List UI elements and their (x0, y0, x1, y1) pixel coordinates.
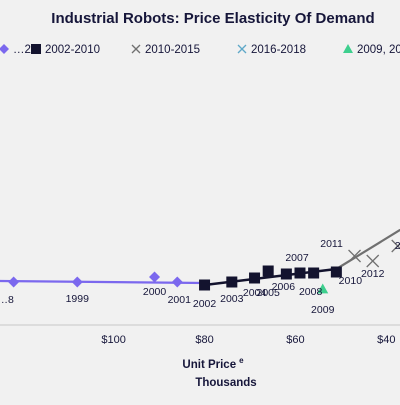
legend-label-3: 2016-2018 (251, 44, 306, 56)
legend-label-4: 2009, 2019 and 2020 (357, 44, 400, 56)
point-0-1 (71, 276, 83, 288)
point-1-6 (308, 267, 320, 279)
legend-marker-3 (237, 44, 247, 54)
point-1-4 (280, 268, 292, 280)
point-label-0-3: 2001 (168, 294, 192, 306)
point-label-0-2: 2000 (143, 286, 167, 298)
point-label-0-1: 1999 (66, 293, 90, 305)
trend-line-0 (0, 279, 206, 285)
point-0-0 (8, 276, 20, 288)
legend-marker-2 (131, 44, 141, 54)
x-axis-title: Unit Price e (182, 356, 244, 371)
x-tick-label-1: $80 (195, 334, 213, 346)
legend-marker-4 (343, 44, 353, 53)
point-2-1 (366, 254, 380, 268)
point-0-2 (149, 271, 161, 283)
point-label-1-4: 2006 (272, 281, 296, 293)
point-label-1-3: 2005 (257, 287, 281, 299)
x-axis-ticks: $100 $80 $60 $40 (101, 334, 395, 346)
legend-label-2: 2010-2015 (145, 44, 200, 56)
x-tick-label-2: $60 (286, 334, 304, 346)
point-label-2-0: 2011 (320, 238, 343, 250)
point-label-4-0: 2009 (311, 304, 335, 316)
legend-marker-3-stroke-b (237, 44, 247, 54)
trend-line-2 (335, 228, 400, 271)
point-label-2-1: 2012 (361, 268, 385, 280)
legend-marker-0 (0, 44, 9, 54)
chart-title: Industrial Robots: Price Elasticity Of D… (51, 10, 374, 27)
x-axis-label: Unit Price (182, 359, 236, 371)
x-axis-unit: Thousands (195, 377, 256, 389)
point-label-2-2: 2 (395, 240, 400, 252)
point-2-2-stroke-b (391, 242, 400, 253)
legend-label-0: …2 (13, 44, 31, 56)
point-label-1-2: 2004 (243, 287, 267, 299)
point-label-0-0: …8 (0, 294, 14, 306)
point-4-0 (317, 283, 329, 294)
point-1-1 (226, 276, 238, 288)
legend-marker-1 (31, 44, 41, 54)
legend-label-1: 2002-2010 (45, 44, 100, 56)
x-axis-superscript: e (239, 356, 244, 365)
legend-marker-2-stroke-b (131, 44, 141, 54)
point-1-7 (330, 266, 342, 278)
point-1-2 (249, 272, 261, 284)
x-tick-label-3: $40 (377, 334, 395, 346)
data-marks (8, 239, 400, 294)
point-1-5 (294, 267, 306, 279)
point-label-1-7: 2010 (339, 275, 363, 287)
point-1-0 (199, 279, 211, 291)
point-label-1-6: 2008 (299, 286, 323, 298)
point-2-2 (391, 239, 400, 253)
point-1-3 (262, 265, 274, 277)
point-2-0 (348, 249, 362, 263)
legend: …2 2002-2010 2010-2015 2016-2018 2009, 2019 … (0, 44, 400, 56)
point-label-1-1: 2003 (220, 293, 244, 305)
point-0-3 (171, 276, 183, 288)
point-2-1-stroke-b (366, 254, 380, 268)
point-2-0-stroke-b (348, 249, 362, 263)
point-label-1-5: 2007 (285, 252, 309, 264)
point-label-1-0: 2002 (193, 298, 217, 310)
x-tick-label-0: $100 (101, 334, 125, 346)
